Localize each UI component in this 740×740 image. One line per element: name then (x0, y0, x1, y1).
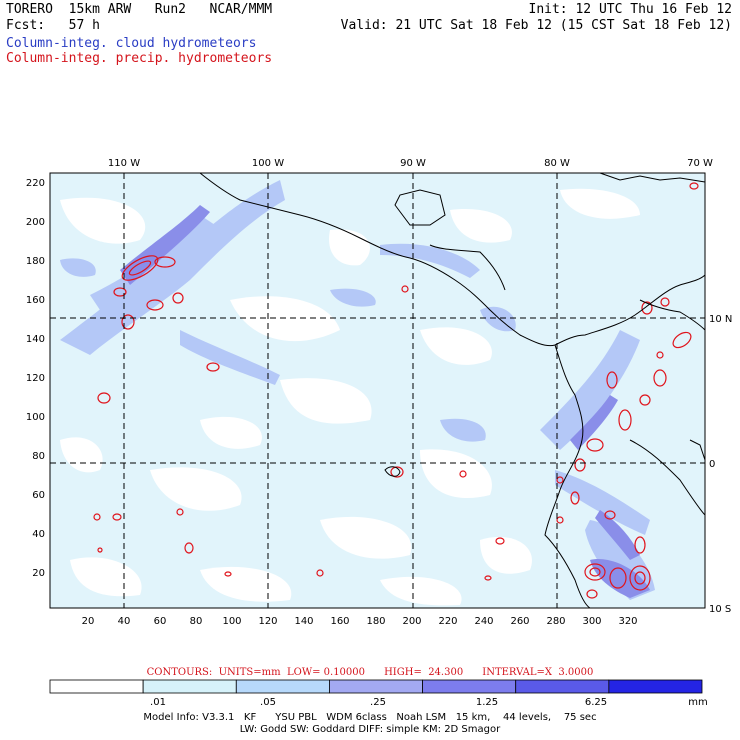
y-tick: 20 (32, 568, 45, 579)
lon-label: 100 W (252, 158, 284, 169)
colorbar-cell (142, 679, 237, 694)
colorbar-units: mm (688, 697, 707, 708)
colorbar-cells (49, 679, 703, 694)
y-tick: 60 (32, 490, 45, 501)
model-info-line2: LW: Godd SW: Goddard DIFF: simple KM: 2D… (239, 724, 501, 735)
colorbar-cell (422, 679, 517, 694)
y-tick: 140 (26, 334, 45, 345)
lon-label: 110 W (108, 158, 140, 169)
legend-cloud: Column-integ. cloud hydrometeors (6, 36, 257, 51)
precip-contours (93, 182, 699, 599)
x-tick: 80 (190, 616, 203, 627)
model-info-line1: Model Info: V3.3.1 KF YSU PBL WDM 6class… (143, 712, 597, 723)
x-tick: 140 (294, 616, 313, 627)
init-time: Init: 12 UTC Thu 16 Feb 12 (528, 2, 733, 17)
x-tick: 260 (510, 616, 529, 627)
lat-label: 0 (709, 459, 715, 470)
contour-info: CONTOURS: UNITS=mm LOW= 0.10000 HIGH= 24… (146, 667, 594, 678)
x-tick: 200 (402, 616, 421, 627)
y-tick: 180 (26, 256, 45, 267)
lon-label: 90 W (400, 158, 426, 169)
y-tick: 80 (32, 451, 45, 462)
x-tick: 280 (546, 616, 565, 627)
y-tick: 220 (26, 178, 45, 189)
run-title: TORERO 15km ARW Run2 NCAR/MMM (6, 2, 273, 17)
colorbar-label: 6.25 (585, 697, 607, 708)
colorbar-cell (49, 679, 144, 694)
latlon-grid (50, 173, 705, 608)
colorbar-cell (515, 679, 610, 694)
y-tick: 40 (32, 529, 45, 540)
colorbar-cell (608, 679, 703, 694)
x-tick: 60 (154, 616, 167, 627)
lon-label: 80 W (544, 158, 570, 169)
colorbar-label: .01 (150, 697, 166, 708)
colorbar-cell (329, 679, 423, 694)
lat-label: 10 S (709, 604, 731, 615)
y-tick: 160 (26, 295, 45, 306)
x-axis: 20 40 60 80 100 120 140 160 180 200 220 … (82, 616, 638, 627)
colorbar-cell (235, 679, 330, 694)
x-tick: 20 (82, 616, 95, 627)
y-axis: 20 40 60 80 100 120 140 160 180 200 220 (26, 178, 45, 579)
x-tick: 240 (474, 616, 493, 627)
colorbar-label: .05 (260, 697, 276, 708)
lat-label: 10 N (709, 314, 732, 325)
x-tick: 180 (366, 616, 385, 627)
colorbar-label: .25 (370, 697, 386, 708)
plot-frame (49, 172, 706, 609)
y-tick: 120 (26, 373, 45, 384)
forecast-hour: Fcst: 57 h (6, 18, 100, 33)
x-tick: 40 (118, 616, 131, 627)
lon-label: 70 W (687, 158, 713, 169)
x-tick: 100 (222, 616, 241, 627)
y-tick: 200 (26, 217, 45, 228)
x-tick: 320 (618, 616, 637, 627)
y-tick: 100 (26, 412, 45, 423)
x-tick: 160 (330, 616, 349, 627)
colorbar-label: 1.25 (476, 697, 498, 708)
x-tick: 220 (438, 616, 457, 627)
valid-time: Valid: 21 UTC Sat 18 Feb 12 (15 CST Sat … (340, 18, 732, 33)
x-tick: 120 (258, 616, 277, 627)
x-tick: 300 (582, 616, 601, 627)
legend-precip: Column-integ. precip. hydrometeors (6, 51, 273, 66)
model-info: Model Info: V3.3.1 KF YSU PBL WDM 6class… (0, 712, 740, 736)
